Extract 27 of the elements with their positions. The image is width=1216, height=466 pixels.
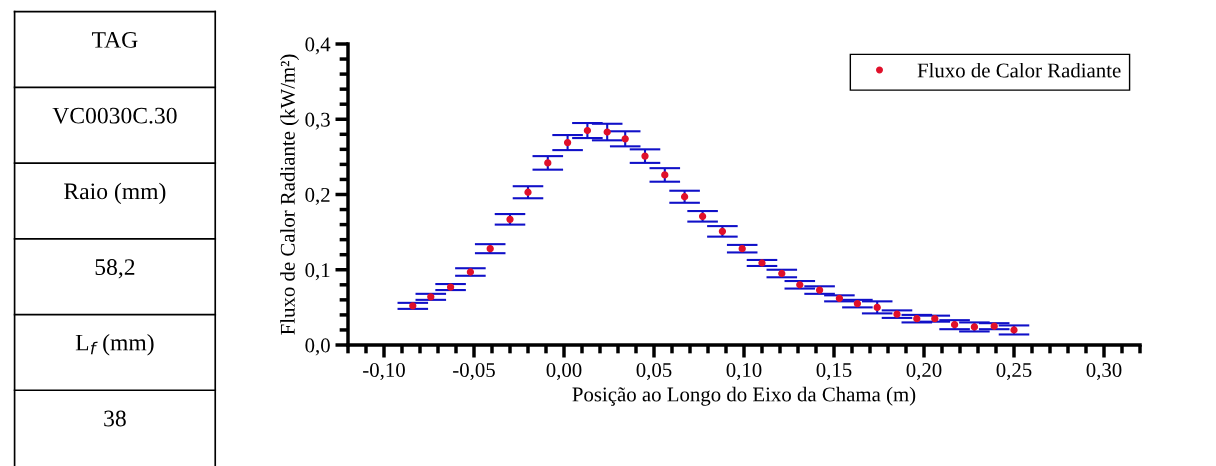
x-tick-label: 0,10 (726, 362, 762, 381)
x-tick-label: 0,00 (546, 362, 582, 381)
x-tick-label: -0,05 (453, 362, 495, 381)
x-tick-label: -0,10 (363, 362, 405, 381)
x-tick-label: 0,30 (1086, 362, 1122, 381)
text: 58,2 (95, 259, 135, 279)
y-tick-label: 0,0 (305, 338, 330, 356)
text: 38 (104, 410, 126, 427)
legend-label: Fluxo de Calor Radiante (917, 62, 1121, 78)
text: VC0030C.30 (52, 107, 177, 124)
x-tick-label: 0,25 (996, 362, 1032, 381)
y-tick-label: 0,1 (305, 263, 330, 281)
y-tick-label: 0,2 (305, 187, 330, 205)
y-axis-title: Fluxo de Calor Radiante (kW/m²) (280, 54, 300, 335)
text: Raio (mm) (64, 182, 166, 205)
text: TAG (92, 31, 138, 48)
x-tick-label: 0,20 (906, 362, 942, 381)
point (583, 126, 592, 135)
text: L$_{f}$ (mm) (75, 333, 154, 356)
point (603, 128, 611, 136)
x-tick-label: 0,15 (816, 362, 852, 381)
x-axis-title: Posição ao Longo do Eixo da Chama (m) (572, 386, 916, 406)
y-tick-label: 0,4 (305, 37, 331, 55)
y-tick-label: 0,3 (305, 112, 330, 130)
point (621, 135, 629, 143)
point (563, 138, 572, 147)
x-tick-label: 0,05 (636, 362, 672, 381)
